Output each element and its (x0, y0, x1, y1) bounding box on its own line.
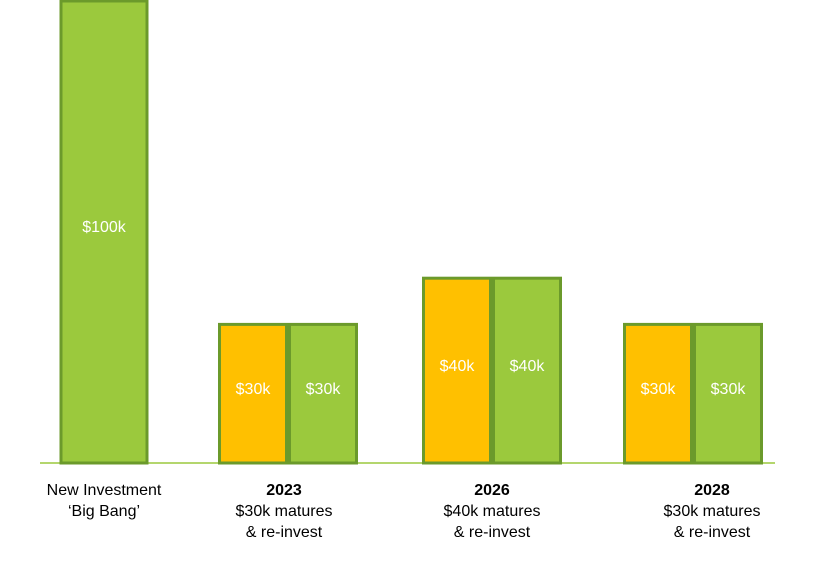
bar (623, 322, 693, 465)
value-label: $30k (711, 381, 747, 398)
category-label: 2026 (474, 482, 510, 499)
category-label: 2023 (266, 482, 302, 499)
value-label: $30k (306, 381, 342, 398)
bar (218, 322, 288, 465)
bar (422, 276, 492, 465)
category-label: & re-invest (454, 524, 531, 541)
category-label: 2028 (694, 482, 730, 499)
category-label: $30k matures (664, 503, 761, 520)
bar (492, 276, 562, 465)
category-label: ‘Big Bang’ (68, 503, 140, 520)
bar (288, 322, 358, 465)
category-label: $30k matures (236, 503, 333, 520)
bar (59, 0, 149, 465)
category-label: $40k matures (444, 503, 541, 520)
category-label: & re-invest (246, 524, 323, 541)
value-label: $40k (440, 358, 476, 375)
category-label: New Investment (47, 482, 162, 499)
value-label: $30k (641, 381, 677, 398)
value-label: $30k (236, 381, 272, 398)
category-label: & re-invest (674, 524, 751, 541)
value-label: $100k (82, 219, 127, 236)
value-label: $40k (510, 358, 546, 375)
bar (693, 322, 763, 465)
